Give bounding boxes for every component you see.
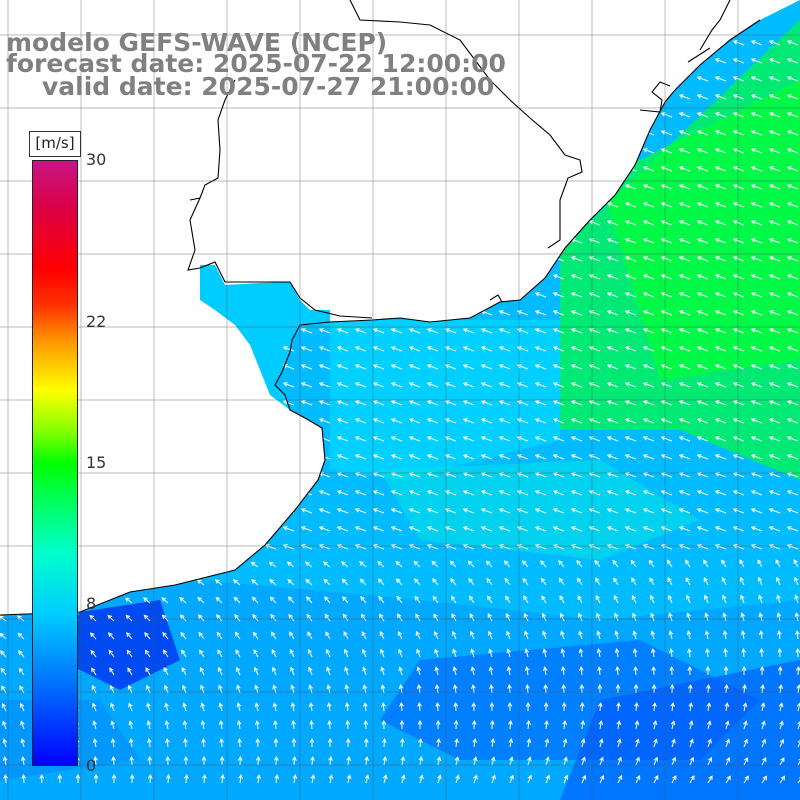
colorbar-tick-8: 8	[86, 594, 97, 614]
coastline	[0, 0, 761, 616]
valid-date: valid date: 2025-07-27 21:00:00	[42, 72, 495, 101]
colorbar	[32, 160, 78, 766]
colorbar-unit: [m/s]	[29, 131, 81, 157]
colorbar-tick-30: 30	[86, 150, 107, 169]
colorbar-tick-15: 15	[86, 453, 107, 472]
colorbar-tick-0: 0	[86, 756, 97, 775]
model-title: modelo GEFS-WAVE (NCEP)	[6, 28, 388, 57]
forecast-date: forecast date: 2025-07-22 12:00:00	[6, 49, 506, 78]
wind-arrows	[0, 40, 800, 784]
colorbar-tick-22: 22	[86, 311, 107, 331]
